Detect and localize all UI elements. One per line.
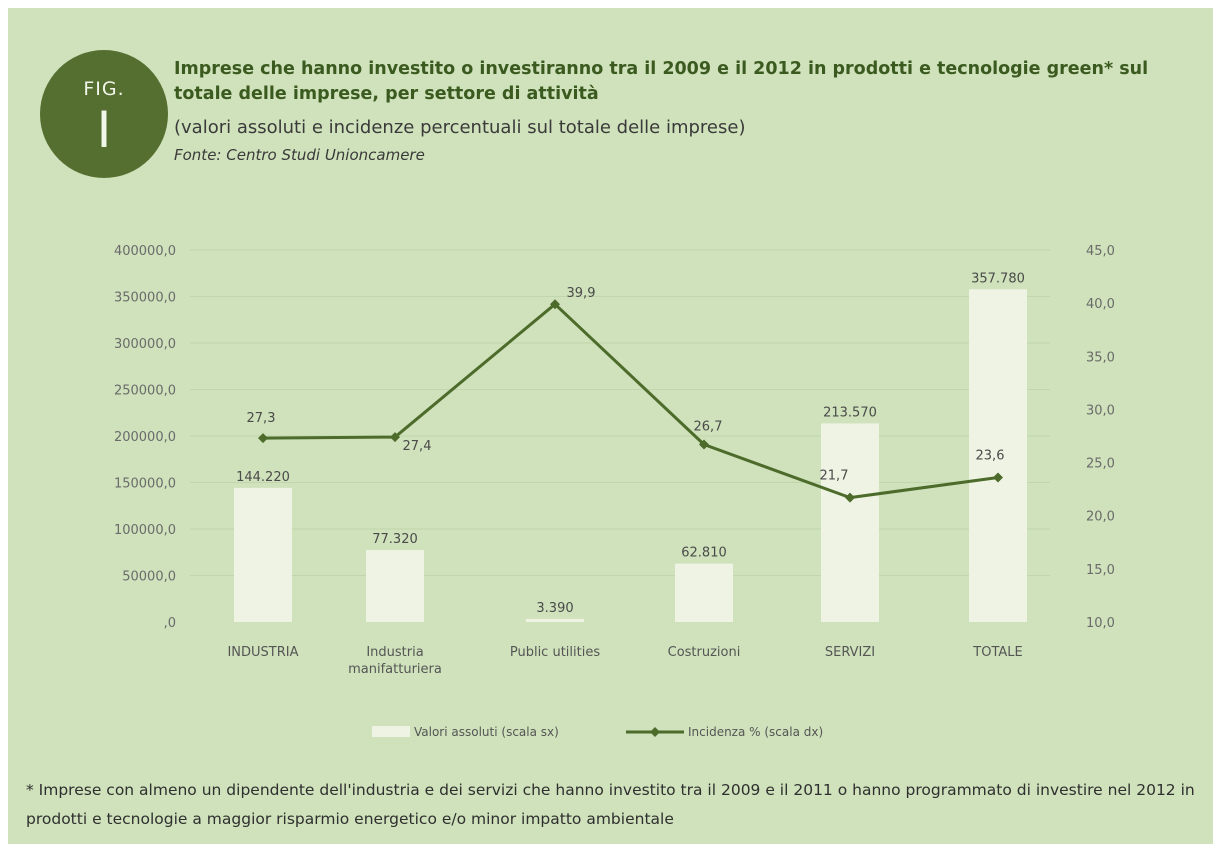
category-label: manifatturiera — [348, 662, 442, 677]
left-axis-tick-label: ,0 — [164, 616, 176, 631]
bar-value-label: 144.220 — [236, 470, 290, 485]
category-label: Public utilities — [510, 645, 600, 660]
bar-series — [234, 289, 1027, 622]
left-axis-tick-label: 250000,0 — [114, 384, 176, 399]
line-point — [258, 433, 268, 444]
right-axis-tick-label: 15,0 — [1086, 563, 1115, 578]
bar — [234, 487, 292, 622]
left-axis-tick-label: 350000,0 — [114, 291, 176, 306]
right-axis-tick-label: 10,0 — [1086, 616, 1115, 631]
right-axis-tick-label: 45,0 — [1086, 244, 1115, 259]
right-axis-tick-label: 30,0 — [1086, 403, 1115, 418]
right-axis-tick-label: 40,0 — [1086, 297, 1115, 312]
bar-value-label: 213.570 — [823, 405, 877, 420]
bar-value-label: 357.780 — [971, 271, 1025, 286]
line-value-label: 27,4 — [403, 439, 432, 454]
chart-subtitle: (valori assoluti e incidenze percentuali… — [174, 117, 746, 138]
line-value-label: 21,7 — [820, 469, 849, 484]
right-axis-tick-label: 35,0 — [1086, 350, 1115, 365]
chart-title: Imprese che hanno investito o investiran… — [174, 59, 1149, 104]
badge-figure-number: I — [96, 101, 112, 159]
line-series — [258, 299, 1003, 503]
left-axis-tick-label: 200000,0 — [114, 430, 176, 445]
line-point — [845, 492, 855, 503]
category-label: TOTALE — [972, 645, 1022, 660]
category-label: SERVIZI — [825, 645, 875, 660]
chart-gridlines — [190, 249, 1050, 576]
right-axis-tick-label: 25,0 — [1086, 457, 1115, 472]
chart-source: Fonte: Centro Studi Unioncamere — [174, 146, 425, 164]
legend-bar-label: Valori assoluti (scala sx) — [414, 725, 559, 739]
left-axis-tick-label: 150000,0 — [114, 477, 176, 492]
right-axis-ticks: 10,0 15,0 20,0 25,0 30,0 35,0 40,0 45,0 — [1086, 244, 1115, 631]
left-axis-tick-label: 100000,0 — [114, 523, 176, 538]
line-data-labels: 27,3 27,4 39,9 26,7 21,7 23,6 — [247, 286, 1005, 483]
line-point — [390, 432, 400, 443]
bar — [366, 550, 424, 622]
badge-fig-label: FIG. — [83, 78, 125, 100]
bar-data-labels: 144.220 77.320 3.390 62.810 213.570 357.780 — [236, 271, 1025, 616]
bar-value-label: 3.390 — [536, 601, 573, 616]
series-line — [262, 302, 999, 500]
bar-value-label: 62.810 — [681, 546, 727, 561]
chart-legend: Valori assoluti (scala sx) Incidenza % (s… — [372, 725, 823, 739]
bar — [969, 289, 1027, 622]
right-axis-tick-label: 20,0 — [1086, 510, 1115, 525]
bar-value-label: 77.320 — [372, 532, 418, 547]
left-axis-tick-label: 400000,0 — [114, 244, 176, 259]
category-label: INDUSTRIA — [227, 645, 298, 660]
bar — [821, 423, 879, 622]
line-point — [993, 472, 1003, 483]
legend-bar-swatch — [372, 726, 410, 737]
left-axis-tick-label: 300000,0 — [114, 337, 176, 352]
line-point — [699, 439, 709, 450]
left-axis-tick-label: 50000,0 — [122, 570, 176, 585]
category-label: Costruzioni — [668, 645, 741, 660]
line-point — [550, 299, 560, 310]
left-axis-ticks: ,0 50000,0 100000,0 150000,0 200000,0 250000,… — [114, 244, 176, 631]
line-value-label: 26,7 — [694, 420, 723, 435]
category-axis-labels: INDUSTRIA Industria manifatturiera Public u… — [227, 645, 1022, 677]
legend-line-label: Incidenza % (scala dx) — [688, 725, 823, 739]
line-value-label: 27,3 — [247, 411, 276, 426]
legend-line-marker — [650, 727, 660, 737]
line-value-label: 39,9 — [567, 286, 596, 301]
line-value-label: 23,6 — [976, 448, 1005, 463]
footnote: * Imprese con almeno un dipendente dell'… — [26, 781, 1195, 828]
figure-badge: FIG. I — [40, 50, 168, 178]
bar — [675, 563, 733, 622]
category-label: Industria — [366, 645, 423, 660]
bar — [526, 618, 584, 622]
